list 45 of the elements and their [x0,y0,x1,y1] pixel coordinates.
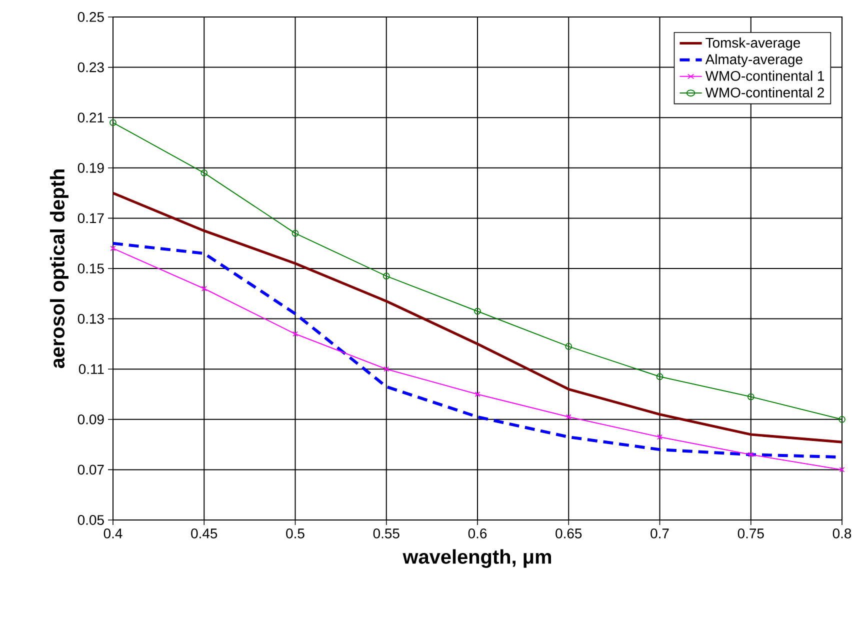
y-tick-label: 0.07 [78,464,104,475]
line-series [113,192,842,444]
x-tick-label: 0.65 [556,528,582,538]
point [565,343,572,350]
point [474,308,481,315]
y-tick-label: 0.13 [78,314,104,324]
y-tick-label: 0.15 [78,264,104,274]
legend-label: Almaty-average [705,54,802,68]
point [292,331,298,337]
y-tick-label: 0.05 [78,515,104,525]
x-tick-label: 0.7 [650,528,669,538]
legend-label: WMO-continental 1 [705,70,824,81]
x-tick-label: 0.45 [191,528,218,538]
x-tick-label: 0.55 [373,528,400,538]
legend-label: Tomsk-average [706,37,800,50]
y-tick-label: 0.25 [78,12,104,22]
point [201,286,207,292]
point [656,373,664,380]
y-axis-title: aerosol optical depth [50,170,68,368]
point [748,452,754,458]
point [838,416,846,423]
point [747,393,754,400]
point [566,414,572,420]
point [292,230,299,237]
x-tick-label: 0.5 [286,528,304,538]
legend-label: WMO-continental 2 [705,87,824,98]
y-tick-label: 0.09 [78,414,104,424]
x-tick-label: 0.6 [468,528,487,538]
point [110,246,116,252]
y-tick-label: 0.17 [78,213,104,224]
x-tick-label: 0.75 [738,528,764,538]
point [474,392,480,397]
x-axis-title: wavelength, μm [402,549,552,568]
point [839,466,845,472]
point [110,119,116,126]
y-tick-label: 0.21 [78,112,104,123]
y-tick-label: 0.11 [78,364,104,374]
x-tick-label: 0.4 [104,528,122,538]
point [657,434,662,440]
point [384,366,390,372]
y-tick-label: 0.23 [78,62,104,72]
y-tick-label: 0.19 [78,162,104,173]
point [382,272,390,280]
x-tick-label: 0.8 [832,528,852,538]
point [200,169,208,176]
